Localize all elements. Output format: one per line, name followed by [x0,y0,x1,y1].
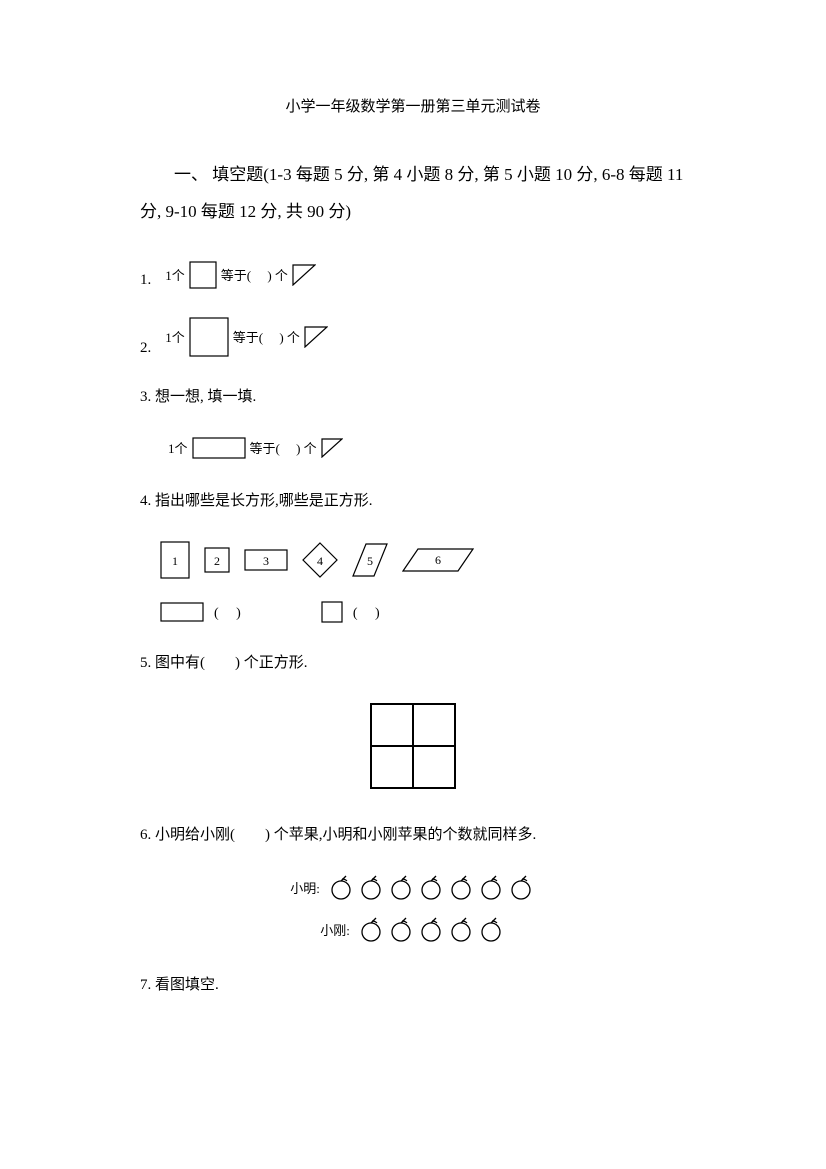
svg-text:6: 6 [435,553,441,567]
shape-3: 3 [244,549,288,571]
q4-shapes: 1 2 3 4 5 6 [160,541,686,579]
q1-prefix: 1个 [165,265,185,284]
q6-text: 小明给小刚( ) 个苹果,小明和小刚苹果的个数就同样多. [155,827,536,843]
apple-icon [448,875,474,901]
q4-blank-2: ( ) [353,602,380,622]
square-icon [189,261,217,289]
question-2: 2. 1个 等于( ) 个 [140,317,686,357]
apple-icon [358,875,384,901]
svg-text:1: 1 [172,554,178,568]
question-4: 4. 指出哪些是长方形,哪些是正方形. [140,489,686,513]
shape-1: 1 [160,541,190,579]
svg-text:2: 2 [214,554,220,568]
q4-blank-1: ( ) [214,602,241,622]
q5-number: 5. [140,655,151,671]
q3-number: 3. [140,389,151,405]
q5-figure [140,703,686,789]
svg-text:3: 3 [263,554,269,568]
apple-icon [358,917,384,943]
square-icon [189,317,229,357]
question-5: 5. 图中有( ) 个正方形. [140,651,686,675]
question-7: 7. 看图填空. [140,973,686,997]
right-triangle-icon [292,264,316,286]
shape-2: 2 [204,547,230,573]
svg-text:5: 5 [367,554,373,568]
q4-answers: ( ) ( ) [160,601,686,623]
q1-number: 1. [140,272,151,289]
q6-figure: 小明: 小刚: [140,875,686,943]
q4-number: 4. [140,493,151,509]
question-6: 6. 小明给小刚( ) 个苹果,小明和小刚苹果的个数就同样多. [140,823,686,847]
q1-mid: 等于( ) 个 [221,265,288,284]
q6-number: 6. [140,827,151,843]
q3-prefix: 1个 [168,438,188,457]
right-triangle-icon [304,326,328,348]
shape-6-parallelogram: 6 [402,548,474,572]
apple-icon [418,917,444,943]
apple-icon [388,917,414,943]
apple-icon [478,875,504,901]
rectangle-icon [192,437,246,459]
shape-5-parallelogram: 5 [352,543,388,577]
rectangle-icon [160,602,204,622]
section-intro: 一、 填空题(1-3 每题 5 分, 第 4 小题 8 分, 第 5 小题 10… [140,156,686,231]
q3-text: 想一想, 填一填. [155,389,256,405]
shape-4-diamond: 4 [302,542,338,578]
q7-text: 看图填空. [155,977,219,993]
q6-row1-label: 小明: [290,878,320,897]
page-title: 小学一年级数学第一册第三单元测试卷 [140,95,686,116]
svg-text:4: 4 [317,554,323,568]
apple-icon [508,875,534,901]
grid-2x2-icon [370,703,456,789]
right-triangle-icon [321,438,343,458]
apple-icon [388,875,414,901]
q6-row-1: 小明: [290,875,536,901]
q2-mid: 等于( ) 个 [233,327,300,346]
apple-icon [478,917,504,943]
apple-icon [328,875,354,901]
question-3: 3. 想一想, 填一填. [140,385,686,409]
q6-row-2: 小刚: [320,917,506,943]
q7-number: 7. [140,977,151,993]
question-1: 1. 1个 等于( ) 个 [140,261,686,289]
q2-number: 2. [140,340,151,357]
q5-text: 图中有( ) 个正方形. [155,655,308,671]
square-icon [321,601,343,623]
q2-prefix: 1个 [165,327,185,346]
apple-icon [418,875,444,901]
apple-icon [448,917,474,943]
q6-row2-label: 小刚: [320,920,350,939]
q3-mid: 等于( ) 个 [250,438,317,457]
q4-text: 指出哪些是长方形,哪些是正方形. [155,493,373,509]
